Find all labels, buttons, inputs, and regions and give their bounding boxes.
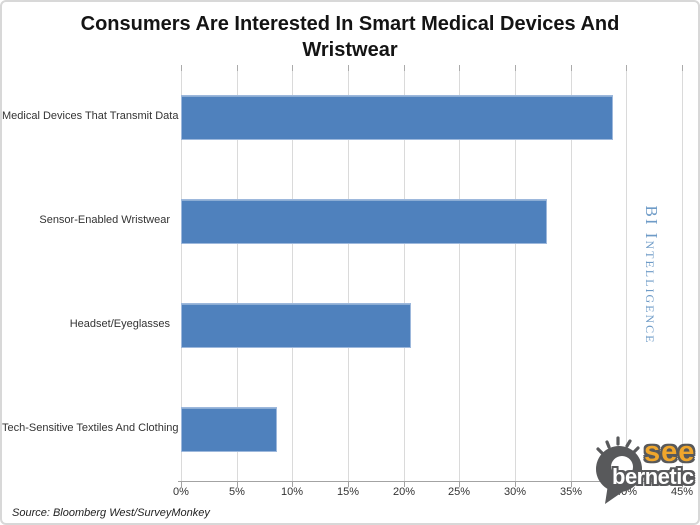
logo-pin-bulb-icon xyxy=(596,436,642,504)
x-axis-tick xyxy=(682,481,683,487)
bi-intelligence-watermark: BI Intelligence xyxy=(642,205,661,345)
x-tick-label: 30% xyxy=(503,486,527,498)
chart-title-line-2: Wristwear xyxy=(302,39,398,61)
gridline-top-tick xyxy=(348,65,349,71)
gridline-top-tick xyxy=(571,65,572,71)
x-tick-label: 25% xyxy=(447,486,471,498)
x-axis-tick xyxy=(181,481,182,487)
gridline-top-tick xyxy=(237,65,238,71)
x-tick-label: 15% xyxy=(336,486,360,498)
x-axis-line xyxy=(178,481,686,482)
gridline-top-tick xyxy=(404,65,405,71)
gridline-top-tick xyxy=(459,65,460,71)
x-axis-tick xyxy=(404,481,405,487)
category-label: Tech-Sensitive Textiles And Clothing xyxy=(2,422,179,434)
bar-4 xyxy=(181,407,277,452)
x-tick-label: 10% xyxy=(280,486,304,498)
source-note: Source: Bloomberg West/SurveyMonkey xyxy=(12,507,210,519)
x-axis-tick xyxy=(459,481,460,487)
gridline xyxy=(515,65,516,481)
x-axis-tick xyxy=(348,481,349,487)
x-axis-tick xyxy=(237,481,238,487)
category-label: Medical Devices That Transmit Data xyxy=(2,110,179,122)
gridline xyxy=(404,65,405,481)
seebernetic-logo: see bernetic xyxy=(588,428,698,510)
chart-title-line-1: Consumers Are Interested In Smart Medica… xyxy=(80,13,620,35)
gridline xyxy=(571,65,572,481)
x-tick-label: 0% xyxy=(173,486,189,498)
gridline-top-tick xyxy=(181,65,182,71)
gridline xyxy=(237,65,238,481)
bar-2 xyxy=(181,199,547,244)
gridline xyxy=(181,65,182,481)
gridline xyxy=(348,65,349,481)
y-axis-category-labels: Medical Devices That Transmit Data Sensor… xyxy=(2,65,179,481)
gridline xyxy=(626,65,627,481)
gridline-top-tick xyxy=(626,65,627,71)
gridline-top-tick xyxy=(515,65,516,71)
x-tick-label: 20% xyxy=(392,486,416,498)
gridline-top-tick xyxy=(682,65,683,71)
category-label: Sensor-Enabled Wristwear xyxy=(39,214,170,226)
bar-3 xyxy=(181,303,411,348)
chart-title: Consumers Are Interested In Smart Medica… xyxy=(2,11,698,63)
x-axis-tick xyxy=(515,481,516,487)
x-axis-tick xyxy=(571,481,572,487)
logo-word-bernetic: bernetic xyxy=(612,464,694,489)
gridline-top-tick xyxy=(292,65,293,71)
x-tick-label: 35% xyxy=(559,486,583,498)
gridline xyxy=(459,65,460,481)
gridline xyxy=(682,65,683,481)
x-tick-label: 45% xyxy=(670,486,694,498)
logo-word-see: see xyxy=(644,436,696,468)
gridline xyxy=(292,65,293,481)
plot-area xyxy=(181,65,683,481)
bar-1 xyxy=(181,95,613,140)
category-label: Headset/Eyeglasses xyxy=(69,318,170,330)
x-axis-tick xyxy=(292,481,293,487)
x-tick-label: 5% xyxy=(229,486,245,498)
